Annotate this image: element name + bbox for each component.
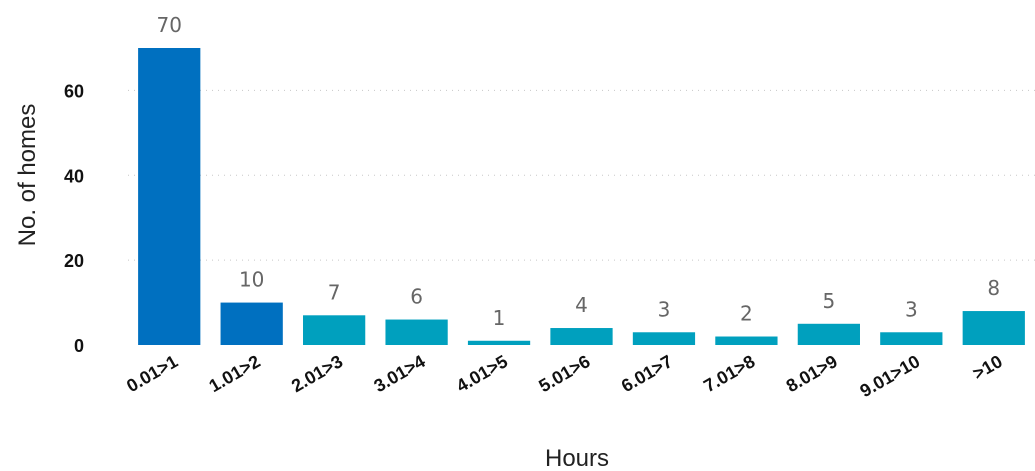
data-label: 6 <box>410 285 423 309</box>
y-tick-label: 40 <box>64 166 84 186</box>
bars <box>138 48 1025 345</box>
data-label: 3 <box>905 297 918 321</box>
bar <box>962 311 1025 345</box>
x-tick-label: 0.01>1 <box>123 351 181 396</box>
x-tick-label: 7.01>8 <box>700 351 758 396</box>
bar <box>715 336 778 345</box>
bar <box>467 340 531 345</box>
y-axis-title: No. of homes <box>14 104 41 247</box>
data-label: 1 <box>493 306 506 330</box>
y-tick-label: 0 <box>74 336 84 356</box>
x-axis-title: Hours <box>545 445 609 471</box>
x-tick-label: 1.01>2 <box>206 351 264 396</box>
data-labels: 70 10 7 6 1 4 3 2 5 3 8 <box>157 13 1001 330</box>
x-tick-label: >10 <box>969 351 1005 384</box>
bar <box>303 315 366 345</box>
bar <box>385 319 448 345</box>
y-tick-label: 60 <box>64 81 84 101</box>
data-label: 8 <box>987 276 1000 300</box>
bar <box>138 48 201 345</box>
bar <box>880 332 943 345</box>
bar <box>632 332 696 345</box>
y-axis-ticks: 0 20 40 60 <box>64 81 84 356</box>
data-label: 70 <box>157 13 182 37</box>
gridlines <box>128 89 1035 261</box>
x-axis-ticks: 0.01>1 1.01>2 2.01>3 3.01>4 4.01>5 5.01>6 6.01… <box>123 351 1006 401</box>
x-tick-label: 5.01>6 <box>535 351 593 396</box>
x-tick-label: 4.01>5 <box>453 351 511 396</box>
data-label: 10 <box>239 268 264 292</box>
data-label: 4 <box>575 293 588 317</box>
bar <box>797 323 860 345</box>
bar <box>220 302 283 345</box>
x-tick-label: 9.01>10 <box>857 351 924 401</box>
data-label: 5 <box>822 289 835 313</box>
x-tick-label: 2.01>3 <box>288 351 346 396</box>
y-tick-label: 20 <box>64 251 84 271</box>
data-label: 7 <box>328 280 341 304</box>
data-label: 3 <box>658 297 671 321</box>
x-tick-label: 6.01>7 <box>618 351 676 396</box>
x-tick-label: 3.01>4 <box>370 351 428 396</box>
bar <box>550 328 613 345</box>
data-label: 2 <box>740 302 753 326</box>
x-tick-label: 8.01>9 <box>783 351 841 396</box>
